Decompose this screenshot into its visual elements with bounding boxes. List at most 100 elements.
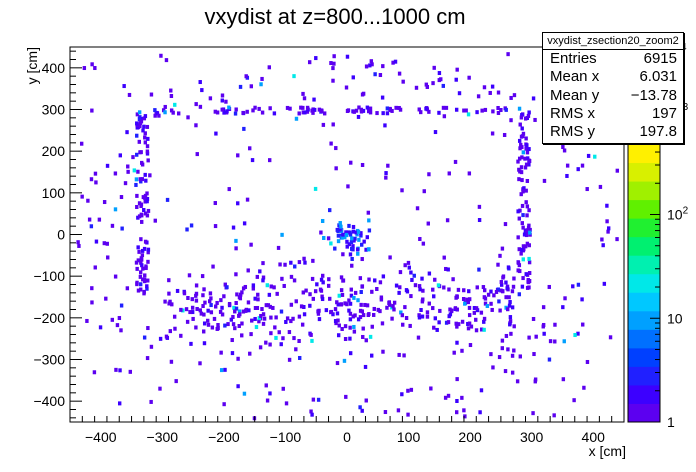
histogram-cell — [351, 229, 356, 234]
histogram-cell — [319, 108, 324, 113]
histogram-cell — [369, 59, 374, 64]
histogram-cell — [512, 93, 517, 98]
histogram-cell — [115, 323, 120, 328]
histogram-cell — [444, 320, 449, 325]
histogram-cell — [370, 324, 374, 329]
histogram-cell — [452, 350, 456, 355]
histogram-cell — [79, 141, 84, 146]
histogram-cell — [454, 321, 458, 326]
histogram-cell — [332, 61, 336, 66]
z-tick-label: 1 — [667, 414, 675, 430]
histogram-cell — [528, 227, 532, 232]
histogram-cell — [520, 178, 524, 183]
histogram-cell — [357, 237, 361, 242]
histogram-cell — [397, 352, 401, 357]
histogram-cell — [138, 124, 142, 129]
histogram-cell — [135, 266, 139, 271]
histogram-cell — [345, 239, 349, 244]
histogram-cell — [356, 229, 361, 234]
histogram-cell — [238, 312, 242, 317]
histogram-cell — [131, 155, 135, 160]
histogram-cell — [135, 193, 139, 198]
histogram-cell — [230, 338, 234, 343]
histogram-cell — [350, 263, 354, 268]
histogram-cell — [117, 316, 122, 321]
histogram-cell — [336, 239, 341, 244]
histogram-cell — [349, 240, 354, 245]
histogram-cell — [347, 242, 352, 247]
histogram-cell — [353, 290, 358, 295]
histogram-cell — [285, 105, 290, 110]
histogram-cell — [315, 282, 319, 287]
histogram-cell — [442, 114, 447, 119]
stats-title: vxydist_zsection20_zoom2 — [543, 33, 683, 50]
x-tick-label: 200 — [458, 429, 482, 445]
histogram-cell — [140, 219, 144, 224]
histogram-cell — [249, 332, 253, 337]
histogram-cell — [299, 105, 303, 110]
histogram-cell — [521, 150, 526, 155]
histogram-cell — [139, 287, 143, 292]
histogram-cell — [367, 277, 371, 282]
histogram-cell — [361, 334, 365, 339]
histogram-cell — [418, 236, 422, 241]
histogram-cell — [94, 239, 99, 244]
histogram-cell — [213, 224, 218, 229]
histogram-cell — [264, 383, 268, 388]
histogram-cell — [448, 312, 453, 317]
histogram-cell — [348, 336, 352, 341]
histogram-cell — [453, 159, 458, 164]
histogram-cell — [281, 336, 285, 341]
histogram-cell — [220, 107, 224, 112]
histogram-cell — [170, 302, 174, 307]
histogram-cell — [249, 242, 253, 247]
y-tick-label: 400 — [42, 60, 66, 76]
histogram-cell — [354, 108, 359, 113]
histogram-cell — [479, 310, 484, 315]
histogram-cell — [454, 77, 458, 82]
histogram-cell — [352, 238, 356, 243]
histogram-cell — [455, 307, 459, 312]
histogram-cell — [615, 168, 620, 173]
histogram-cell — [525, 178, 530, 183]
histogram-cell — [142, 335, 147, 340]
histogram-cell — [468, 343, 473, 348]
histogram-cell — [521, 244, 526, 249]
histogram-cell — [491, 365, 495, 370]
histogram-cell — [194, 283, 199, 288]
histogram-cell — [431, 287, 435, 292]
palette-swatch — [628, 144, 660, 164]
histogram-cell — [494, 289, 499, 294]
histogram-cell — [119, 195, 124, 200]
histogram-cell — [482, 288, 487, 293]
histogram-cell — [234, 272, 238, 277]
histogram-cell — [475, 110, 479, 115]
histogram-cell — [148, 173, 152, 178]
histogram-cell — [241, 110, 245, 115]
histogram-cell — [541, 324, 545, 329]
histogram-cell — [351, 224, 356, 229]
histogram-cell — [367, 218, 371, 223]
histogram-cell — [238, 292, 243, 297]
histogram-cell — [506, 265, 511, 270]
histogram-cell — [163, 110, 167, 115]
histogram-cell — [305, 109, 310, 114]
histogram-cell — [142, 289, 146, 294]
histogram-cell — [141, 128, 145, 133]
histogram-cell — [89, 177, 94, 182]
histogram-cell — [343, 337, 348, 342]
histogram-cell — [463, 414, 467, 419]
histogram-cell — [425, 84, 430, 89]
stats-value: 6.031 — [639, 68, 677, 86]
histogram-cell — [89, 224, 94, 229]
histogram-cell — [311, 110, 315, 115]
histogram-cell — [297, 111, 301, 116]
histogram-cell — [391, 304, 395, 309]
histogram-cell — [316, 309, 320, 314]
histogram-cell — [135, 282, 139, 287]
histogram-cell — [291, 316, 295, 321]
histogram-cell — [518, 354, 522, 359]
histogram-cell — [220, 93, 225, 98]
histogram-cell — [561, 377, 566, 382]
histogram-cell — [456, 322, 461, 327]
